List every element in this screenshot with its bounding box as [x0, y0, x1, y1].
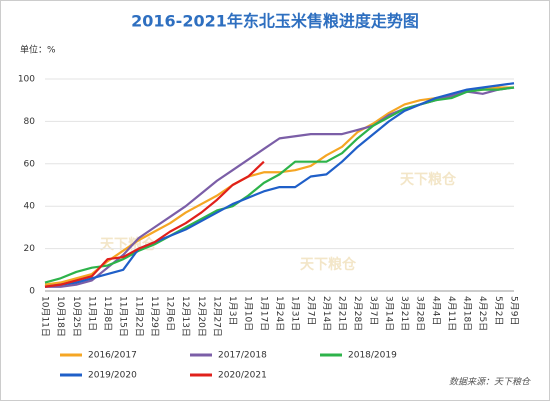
legend-label: 2020/2021 — [218, 371, 267, 381]
x-tick-label: 1月10日 — [243, 296, 254, 331]
series-line — [44, 160, 265, 288]
x-tick-label: 11月29日 — [149, 296, 160, 337]
x-tick-label: 1月24日 — [274, 296, 285, 331]
legend-label: 2018/2019 — [348, 351, 397, 361]
x-tick-label: 1月31日 — [290, 296, 301, 331]
x-tick-label: 2月21日 — [337, 296, 348, 331]
x-tick-label: 1月3日 — [227, 296, 238, 325]
watermark: 天下粮仓 — [300, 256, 357, 273]
x-tick-label: 4月25日 — [477, 296, 488, 331]
legend-label: 2017/2018 — [218, 351, 267, 361]
chart-title: 2016-2021年东北玉米售粮进度走势图 — [131, 12, 419, 31]
x-tick-label: 5月2日 — [493, 296, 504, 325]
y-tick-label: 0 — [29, 287, 35, 297]
x-tick-label: 4月11日 — [446, 296, 457, 331]
x-tick-label: 2月28日 — [352, 296, 363, 331]
x-tick-label: 12月13日 — [180, 296, 191, 337]
x-tick-label: 10月18日 — [55, 296, 66, 337]
legend-label: 2019/2020 — [88, 371, 137, 381]
x-tick-label: 11月15日 — [118, 296, 129, 337]
watermark: 天下粮仓 — [400, 171, 457, 188]
x-tick-label: 5月9日 — [509, 296, 520, 325]
x-tick-label: 3月28日 — [415, 296, 426, 331]
x-tick-label: 10月11日 — [40, 296, 51, 337]
x-tick-label: 2月14日 — [321, 296, 332, 331]
y-tick-label: 60 — [24, 159, 36, 169]
x-tick-label: 10月25日 — [71, 296, 82, 337]
series-line — [44, 82, 515, 288]
x-tick-label: 4月4日 — [430, 296, 441, 325]
x-tick-label: 4月18日 — [462, 296, 473, 331]
source-note: 数据来源：天下粮仓 — [449, 377, 531, 388]
x-tick-label: 12月27日 — [211, 296, 222, 337]
unit-label: 单位：% — [20, 44, 56, 56]
x-tick-label: 11月1日 — [86, 296, 97, 331]
x-tick-label: 2月7日 — [305, 296, 316, 325]
y-tick-label: 100 — [18, 75, 35, 85]
y-tick-label: 20 — [24, 244, 36, 254]
x-tick-label: 3月21日 — [399, 296, 410, 331]
x-tick-label: 12月20日 — [196, 296, 207, 337]
x-tick-label: 3月7日 — [368, 296, 379, 325]
y-tick-label: 40 — [24, 202, 36, 212]
series-line — [44, 86, 515, 284]
y-tick-label: 80 — [24, 117, 36, 127]
x-tick-label: 1月17日 — [258, 296, 269, 331]
legend-label: 2016/2017 — [88, 351, 137, 361]
x-tick-label: 11月22日 — [133, 296, 144, 337]
x-tick-label: 12月6日 — [165, 296, 176, 331]
x-tick-label: 11月8日 — [102, 296, 113, 331]
x-tick-label: 3月14日 — [383, 296, 394, 331]
